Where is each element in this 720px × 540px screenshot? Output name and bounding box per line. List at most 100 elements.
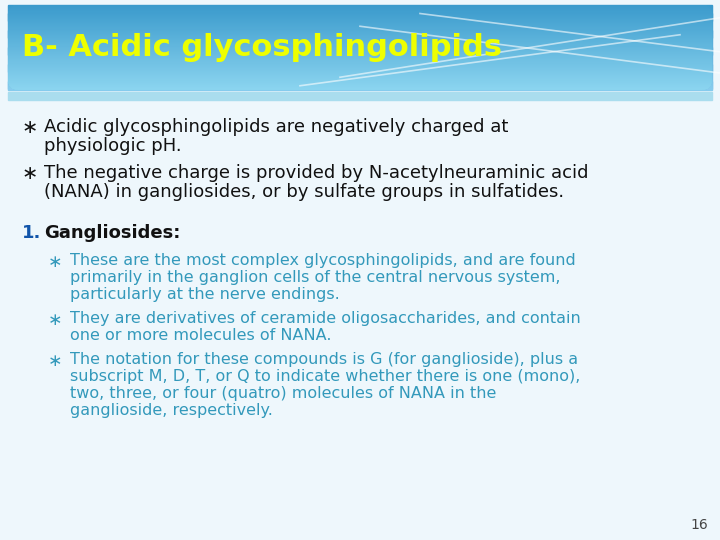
Bar <box>8 82 712 84</box>
Bar <box>8 6 712 8</box>
Bar <box>8 73 712 75</box>
Bar <box>8 14 712 16</box>
Bar <box>8 28 712 30</box>
Bar <box>8 70 712 72</box>
Bar <box>8 45 712 48</box>
Bar <box>8 49 712 51</box>
Text: ganglioside, respectively.: ganglioside, respectively. <box>70 403 273 418</box>
Bar <box>8 8 712 10</box>
Bar <box>8 50 712 52</box>
Text: The negative charge is provided by N-acetylneuraminic acid: The negative charge is provided by N-ace… <box>44 164 588 182</box>
Text: They are derivatives of ceramide oligosaccharides, and contain: They are derivatives of ceramide oligosa… <box>70 311 581 326</box>
Text: ∗: ∗ <box>22 164 38 183</box>
Bar <box>8 37 712 39</box>
Text: ∗: ∗ <box>22 118 38 137</box>
Bar <box>8 30 712 31</box>
Text: 16: 16 <box>690 518 708 532</box>
Bar <box>8 80 712 83</box>
Bar <box>8 38 712 40</box>
Bar <box>8 43 712 44</box>
Bar <box>8 40 712 42</box>
Text: primarily in the ganglion cells of the central nervous system,: primarily in the ganglion cells of the c… <box>70 270 560 285</box>
Bar <box>8 25 712 28</box>
Bar <box>8 80 712 82</box>
Bar <box>8 9 712 11</box>
Bar <box>8 86 712 88</box>
Bar <box>8 5 712 7</box>
Bar <box>8 65 712 66</box>
Bar <box>8 38 712 40</box>
Bar <box>8 15 712 17</box>
Bar <box>8 41 712 43</box>
Bar <box>8 64 712 65</box>
Bar <box>8 44 712 46</box>
Bar <box>8 12 712 14</box>
Bar <box>8 4 712 6</box>
Text: (NANA) in gangliosides, or by sulfate groups in sulfatides.: (NANA) in gangliosides, or by sulfate gr… <box>44 183 564 201</box>
Bar <box>8 68 712 70</box>
Bar <box>8 55 712 56</box>
Bar <box>8 44 712 45</box>
Bar <box>8 6 712 8</box>
Bar <box>8 22 712 23</box>
Bar <box>8 85 712 87</box>
Bar <box>8 55 712 57</box>
Bar <box>8 77 712 79</box>
Bar <box>8 45 712 46</box>
Text: ∗: ∗ <box>48 352 63 370</box>
Bar <box>8 39 712 41</box>
Bar <box>8 46 712 48</box>
Bar <box>8 48 712 50</box>
Bar <box>8 74 712 76</box>
Bar <box>8 31 712 32</box>
Bar <box>8 59 712 62</box>
Bar <box>8 5 712 7</box>
Bar <box>8 66 712 68</box>
Bar <box>8 21 712 22</box>
Bar <box>8 24 712 26</box>
Bar <box>8 70 712 72</box>
Bar <box>8 47 712 49</box>
Bar <box>8 60 712 63</box>
Bar <box>8 71 712 73</box>
Bar <box>8 69 712 71</box>
Bar <box>8 36 712 38</box>
Text: These are the most complex glycosphingolipids, and are found: These are the most complex glycosphingol… <box>70 253 576 268</box>
Bar <box>8 30 712 31</box>
Bar <box>8 52 712 54</box>
Bar <box>8 82 712 84</box>
Text: Acidic glycosphingolipids are negatively charged at: Acidic glycosphingolipids are negatively… <box>44 118 508 136</box>
Bar <box>8 28 712 30</box>
Bar <box>8 53 712 55</box>
Bar <box>8 63 712 64</box>
Bar <box>8 69 712 71</box>
Bar <box>8 8 712 9</box>
Bar <box>8 87 712 89</box>
Text: B- Acidic glycosphingolipids: B- Acidic glycosphingolipids <box>22 33 502 62</box>
Bar <box>8 71 712 73</box>
FancyBboxPatch shape <box>8 5 712 90</box>
Bar <box>8 66 712 69</box>
Text: Gangliosides:: Gangliosides: <box>44 224 181 242</box>
Bar <box>8 10 712 12</box>
Bar <box>8 52 712 54</box>
Bar <box>8 23 712 24</box>
Bar <box>8 16 712 18</box>
Bar <box>8 89 712 90</box>
Bar <box>8 78 712 80</box>
Bar <box>8 76 712 78</box>
Bar <box>8 59 712 60</box>
Bar <box>8 58 712 59</box>
Bar <box>8 66 712 68</box>
Bar <box>8 84 712 86</box>
Text: particularly at the nerve endings.: particularly at the nerve endings. <box>70 287 340 302</box>
Bar <box>8 29 712 30</box>
Bar <box>8 46 712 49</box>
Text: ∗: ∗ <box>48 253 63 271</box>
Bar <box>8 10 712 11</box>
Bar <box>8 14 712 16</box>
Bar <box>8 63 712 64</box>
Bar <box>8 19 712 21</box>
Bar <box>8 48 712 50</box>
Text: 1.: 1. <box>22 224 41 242</box>
